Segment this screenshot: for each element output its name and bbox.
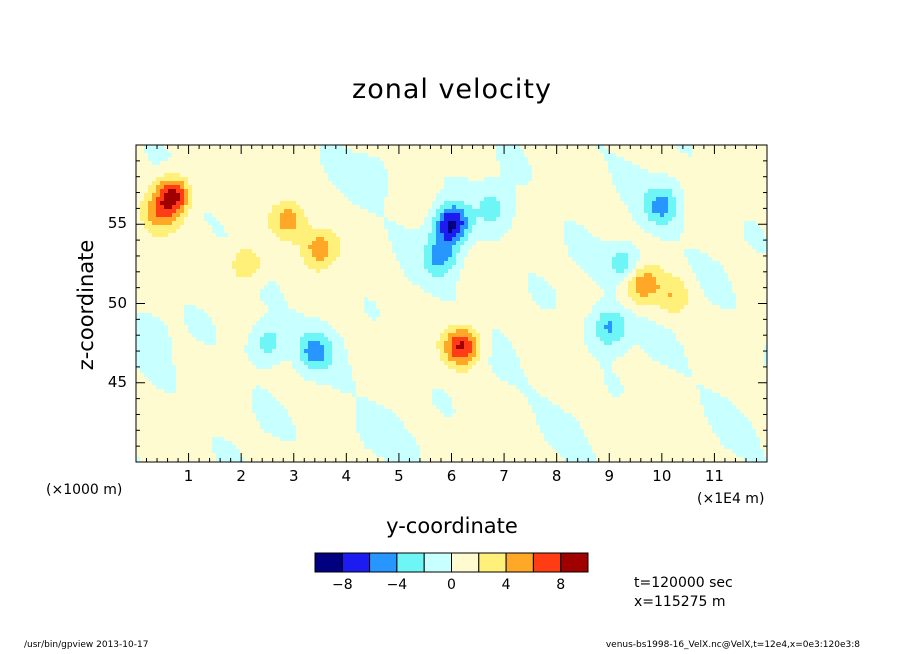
x-tick-label: 6 [446, 467, 457, 485]
colorbar-swatch [369, 552, 398, 573]
x-tick-label: 9 [604, 467, 615, 485]
x-tick-label: 3 [288, 467, 299, 485]
x-tick-label: 1 [183, 467, 194, 485]
x-axis-unit: (×1E4 m) [697, 491, 765, 507]
colorbar-swatch [505, 552, 534, 573]
x-tick-label: 4 [341, 467, 352, 485]
x-tick-label: 8 [551, 467, 562, 485]
colorbar-swatch [451, 552, 480, 573]
x-tick-label: 10 [652, 467, 672, 485]
tick-marks [135, 144, 768, 463]
colorbar-swatch [532, 552, 562, 573]
chart-title: zonal velocity [352, 74, 552, 105]
colorbar-swatch [423, 552, 453, 573]
colorbar-swatch [314, 552, 343, 573]
time-readout: t=120000 sec [634, 575, 733, 591]
y-tick-label: 45 [107, 372, 127, 391]
colorbar-swatch [341, 552, 371, 573]
colorbar [314, 552, 589, 573]
y-axis-unit: (×1000 m) [46, 482, 123, 498]
colorbar-swatch [560, 552, 589, 573]
y-axis-label: z-coordinate [74, 239, 98, 371]
colorbar-swatch [478, 552, 507, 573]
colorbar-swatch [396, 552, 425, 573]
colorbar-label: 8 [556, 577, 566, 593]
x-tick-label: 7 [499, 467, 509, 485]
footer-program: /usr/bin/gpview 2013-10-17 [24, 640, 149, 650]
y-tick-label: 50 [107, 293, 127, 312]
colorbar-label: −4 [386, 577, 408, 593]
x-tick-label: 11 [704, 467, 724, 485]
x-axis-label: y-coordinate [386, 514, 518, 538]
info-panel: t=120000 sec x=115275 m [634, 574, 733, 612]
y-tick-label: 55 [107, 214, 127, 233]
x-position-readout: x=115275 m [634, 594, 726, 610]
colorbar-label: 4 [501, 577, 511, 593]
velocity-field [136, 145, 767, 462]
x-tick-label: 5 [394, 467, 404, 485]
colorbar-label: 0 [447, 577, 456, 593]
footer-source: venus-bs1998-16_VelX.nc@VelX,t=12e4,x=0e… [605, 640, 860, 650]
colorbar-label: −8 [331, 577, 353, 593]
x-tick-label: 2 [236, 467, 246, 485]
